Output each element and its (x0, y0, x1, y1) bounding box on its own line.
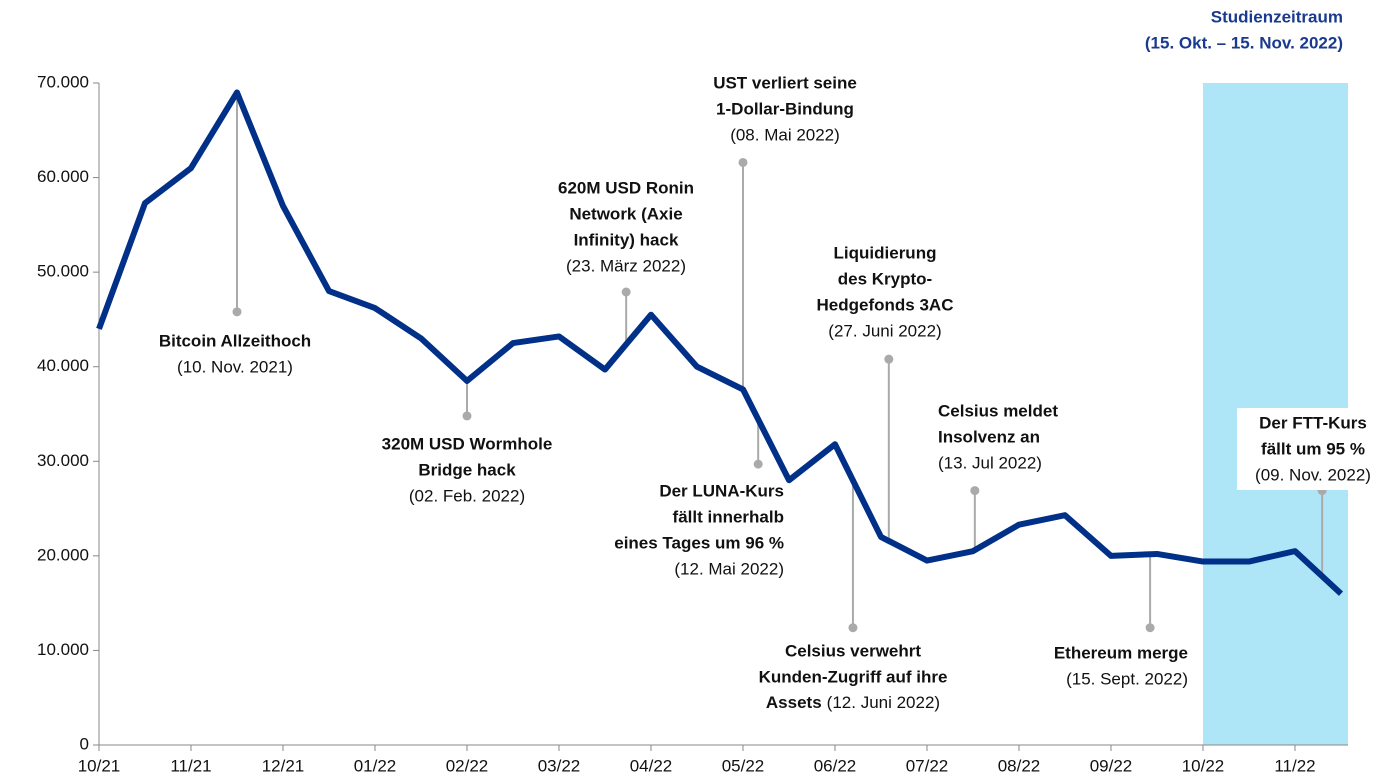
x-tick-label: 04/22 (630, 756, 673, 775)
data-line (96, 89, 1344, 596)
annotation-date: (27. Juni 2022) (828, 321, 941, 340)
y-tick-label: 70.000 (37, 72, 89, 91)
annotation-bold: 1-Dollar-Bindung (716, 99, 854, 118)
annotation-bold: Kunden-Zugriff auf ihre (759, 667, 948, 686)
annotation-bold: Network (Axie (569, 204, 682, 223)
annotation-bold: 320M USD Wormhole (382, 434, 553, 453)
annotation-bold: UST verliert seine (713, 73, 857, 92)
annotation-date: (08. Mai 2022) (730, 125, 840, 144)
x-tick-label: 12/21 (262, 756, 305, 775)
annotation-bold: 620M USD Ronin (558, 178, 694, 197)
x-tick-label: 07/22 (906, 756, 949, 775)
annotation-dot (970, 486, 980, 496)
annotation-bold: Bitcoin Allzeithoch (159, 331, 311, 350)
annotation-dot (884, 354, 894, 364)
annotation-bold: Bridge hack (418, 460, 516, 479)
annotation-bold: Ethereum merge (1054, 643, 1188, 662)
y-tick-label: 60.000 (37, 167, 89, 186)
annotation-date: (13. Jul 2022) (938, 453, 1042, 472)
annotation-bold: Der FTT-Kurs (1259, 413, 1367, 432)
x-tick-label: 10/22 (1182, 756, 1225, 775)
annotation-bold: Celsius verwehrt (785, 641, 921, 660)
annotation-bold: Liquidierung (834, 243, 937, 262)
x-tick-label: 09/22 (1090, 756, 1133, 775)
annotation-dot (232, 307, 242, 317)
annotation-bold: Infinity) hack (574, 230, 679, 249)
x-tick-label: 11/22 (1274, 756, 1315, 775)
annotation-date: (12. Mai 2022) (674, 559, 784, 578)
annotation-date: (10. Nov. 2021) (177, 357, 293, 376)
annotation-date: (09. Nov. 2022) (1255, 465, 1371, 484)
annotation-bold: Celsius meldet (938, 401, 1058, 420)
highlight-title: (15. Okt. – 15. Nov. 2022) (1145, 33, 1343, 52)
annotation-date: (02. Feb. 2022) (409, 486, 525, 505)
y-tick-label: 30.000 (37, 451, 89, 470)
x-tick-label: 02/22 (446, 756, 489, 775)
x-tick-label: 11/21 (170, 756, 211, 775)
highlight-title: Studienzeitraum (1211, 7, 1343, 26)
annotation-bold: Insolvenz an (938, 427, 1040, 446)
annotation-bold: fällt innerhalb (673, 507, 784, 526)
annotation-dot (1145, 623, 1155, 633)
annotation-bold: Der LUNA-Kurs (659, 481, 784, 500)
y-tick-label: 40.000 (37, 356, 89, 375)
annotation-dot (621, 287, 631, 297)
annotation-bold: Hedgefonds 3AC (817, 295, 954, 314)
annotation-date: (12. Juni 2022) (827, 693, 940, 712)
annotation-dot (753, 459, 763, 469)
x-tick-label: 01/22 (354, 756, 397, 775)
x-tick-label: 06/22 (814, 756, 857, 775)
annotation-bold: fällt um 95 % (1261, 439, 1365, 458)
y-tick-label: 50.000 (37, 262, 89, 281)
annotation-date: (23. März 2022) (566, 256, 686, 275)
annotation-bold: eines Tages um 96 % (614, 533, 784, 552)
y-tick-label: 0 (80, 734, 89, 753)
x-tick-label: 08/22 (998, 756, 1041, 775)
annotation-dot (738, 157, 748, 167)
x-tick-label: 03/22 (538, 756, 581, 775)
annotation-dot (848, 623, 858, 633)
y-tick-label: 20.000 (37, 545, 89, 564)
y-tick-label: 10.000 (37, 640, 89, 659)
annotation-dot (462, 411, 472, 421)
annotation-bold: Assets (766, 693, 822, 712)
annotation-box (1237, 408, 1389, 490)
annotation-bold: des Krypto- (838, 269, 932, 288)
x-tick-label: 10/21 (78, 756, 121, 775)
annotation-text: Assets (12. Juni 2022) (766, 693, 940, 712)
annotation-date: (15. Sept. 2022) (1066, 669, 1188, 688)
x-tick-label: 05/22 (722, 756, 765, 775)
